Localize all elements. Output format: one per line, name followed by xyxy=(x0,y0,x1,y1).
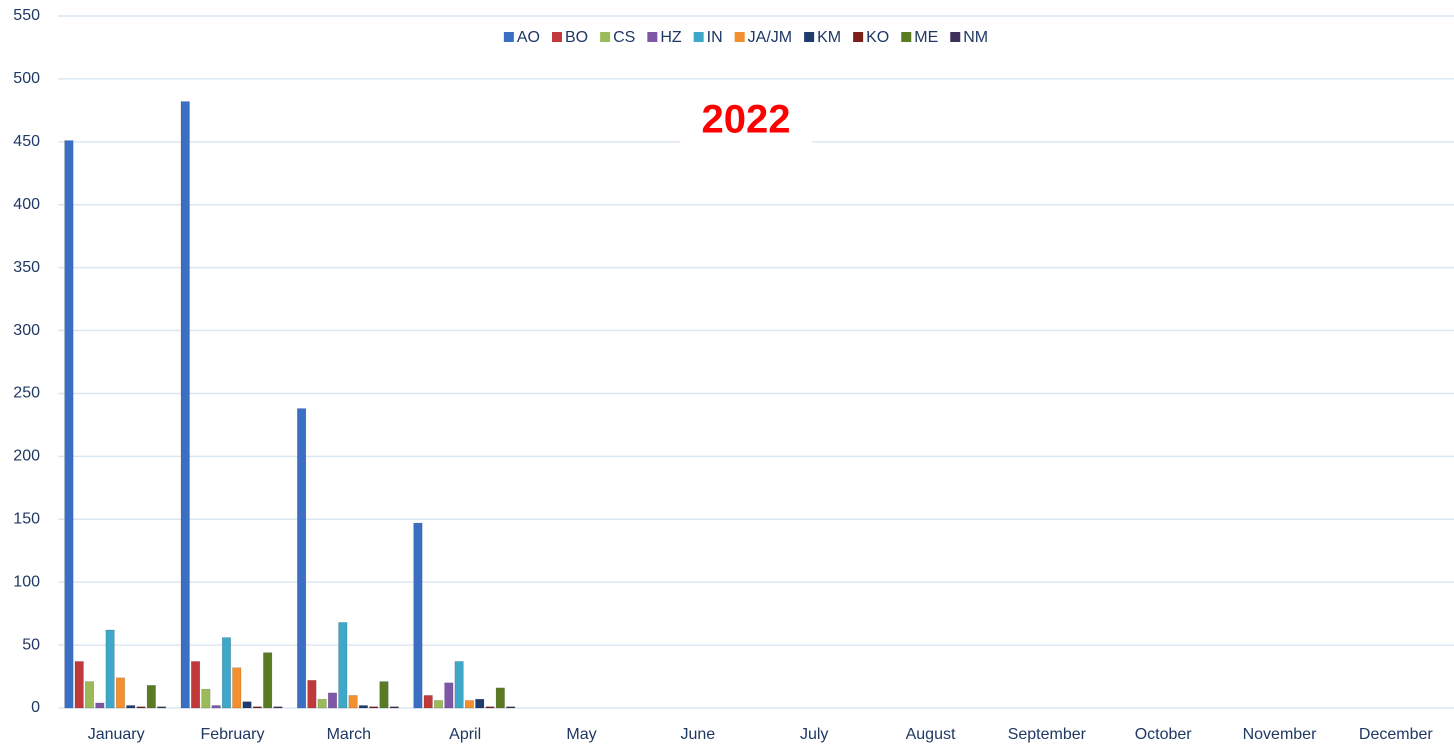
bar xyxy=(221,637,231,709)
grid: 0 50 100 150 200 250 300 350 400 450 500 550 January… xyxy=(13,7,1454,743)
y-tick-label: 500 xyxy=(13,70,40,87)
bar xyxy=(317,698,327,709)
bar xyxy=(273,706,283,709)
bar xyxy=(475,698,485,709)
bar xyxy=(146,685,156,709)
x-tick-label: May xyxy=(566,726,596,743)
x-tick-label: October xyxy=(1135,726,1193,743)
bar xyxy=(379,681,389,709)
bar xyxy=(506,706,516,709)
bar xyxy=(297,408,307,709)
bar xyxy=(95,702,105,709)
y-tick-label: 350 xyxy=(13,259,40,276)
legend-swatch xyxy=(693,32,704,42)
legend-label: NM xyxy=(963,29,988,46)
x-tick-label: September xyxy=(1008,726,1087,743)
legend-label: KM xyxy=(817,29,841,46)
y-tick-label: 550 xyxy=(13,7,40,24)
y-tick-label: 200 xyxy=(13,448,40,465)
bar xyxy=(338,622,348,709)
x-tick-label: August xyxy=(906,726,956,743)
bar xyxy=(252,706,262,709)
bar xyxy=(263,652,273,709)
bar xyxy=(126,705,136,709)
bars xyxy=(64,101,516,709)
bar xyxy=(369,706,379,709)
bar xyxy=(307,680,317,709)
x-tick-label: July xyxy=(800,726,828,743)
bar xyxy=(348,695,358,709)
legend-label: JA/JM xyxy=(748,29,792,46)
legend-swatch xyxy=(734,32,745,42)
bar xyxy=(454,661,464,709)
bar xyxy=(211,705,221,709)
y-tick-label: 400 xyxy=(13,196,40,213)
legend-swatch xyxy=(853,32,864,42)
legend-swatch xyxy=(503,32,514,42)
legend-swatch xyxy=(901,32,912,42)
bar xyxy=(136,706,146,709)
y-tick-label: 250 xyxy=(13,385,40,402)
legend-swatch xyxy=(551,32,562,42)
legend-swatch xyxy=(600,32,611,42)
legend-label: CS xyxy=(613,29,635,46)
legend-label: KO xyxy=(866,29,889,46)
y-tick-label: 50 xyxy=(22,636,40,653)
legend-swatch xyxy=(804,32,815,42)
y-tick-label: 0 xyxy=(31,699,40,716)
bar xyxy=(423,695,433,709)
legend-label: AO xyxy=(517,29,540,46)
legend-label: BO xyxy=(565,29,588,46)
x-tick-label: April xyxy=(449,726,481,743)
legend-label: ME xyxy=(914,29,938,46)
legend: AO BO CS HZ IN JA/JM KM KO ME NM xyxy=(503,29,988,46)
x-tick-label: February xyxy=(200,726,264,743)
legend-label: IN xyxy=(707,29,723,46)
y-tick-label: 300 xyxy=(13,322,40,339)
title-background xyxy=(680,98,812,146)
bar xyxy=(444,682,454,709)
chart-title: 2022 xyxy=(702,98,791,142)
bar xyxy=(105,629,115,709)
bar xyxy=(358,705,368,709)
legend-label: HZ xyxy=(660,29,682,46)
bar xyxy=(242,701,252,709)
bar xyxy=(115,677,125,709)
bar xyxy=(85,681,95,709)
y-tick-label: 100 xyxy=(13,573,40,590)
x-tick-label: January xyxy=(88,726,145,743)
bar xyxy=(327,692,337,709)
bar xyxy=(413,522,423,709)
bar xyxy=(74,661,84,709)
y-tick-label: 150 xyxy=(13,510,40,527)
legend-swatch xyxy=(950,32,961,42)
bar xyxy=(464,700,474,709)
x-tick-label: June xyxy=(680,726,715,743)
x-tick-label: November xyxy=(1243,726,1317,743)
x-tick-label: December xyxy=(1359,726,1433,743)
bar xyxy=(64,140,74,709)
bar xyxy=(180,101,190,709)
x-tick-label: March xyxy=(327,726,371,743)
bar xyxy=(434,700,444,709)
bar xyxy=(157,706,167,709)
bar xyxy=(485,706,495,709)
bar xyxy=(495,687,505,709)
legend-swatch xyxy=(647,32,658,42)
bar xyxy=(232,667,242,709)
y-tick-label: 450 xyxy=(13,133,40,150)
bar xyxy=(201,688,211,709)
bar xyxy=(191,661,201,709)
bar xyxy=(389,706,399,709)
